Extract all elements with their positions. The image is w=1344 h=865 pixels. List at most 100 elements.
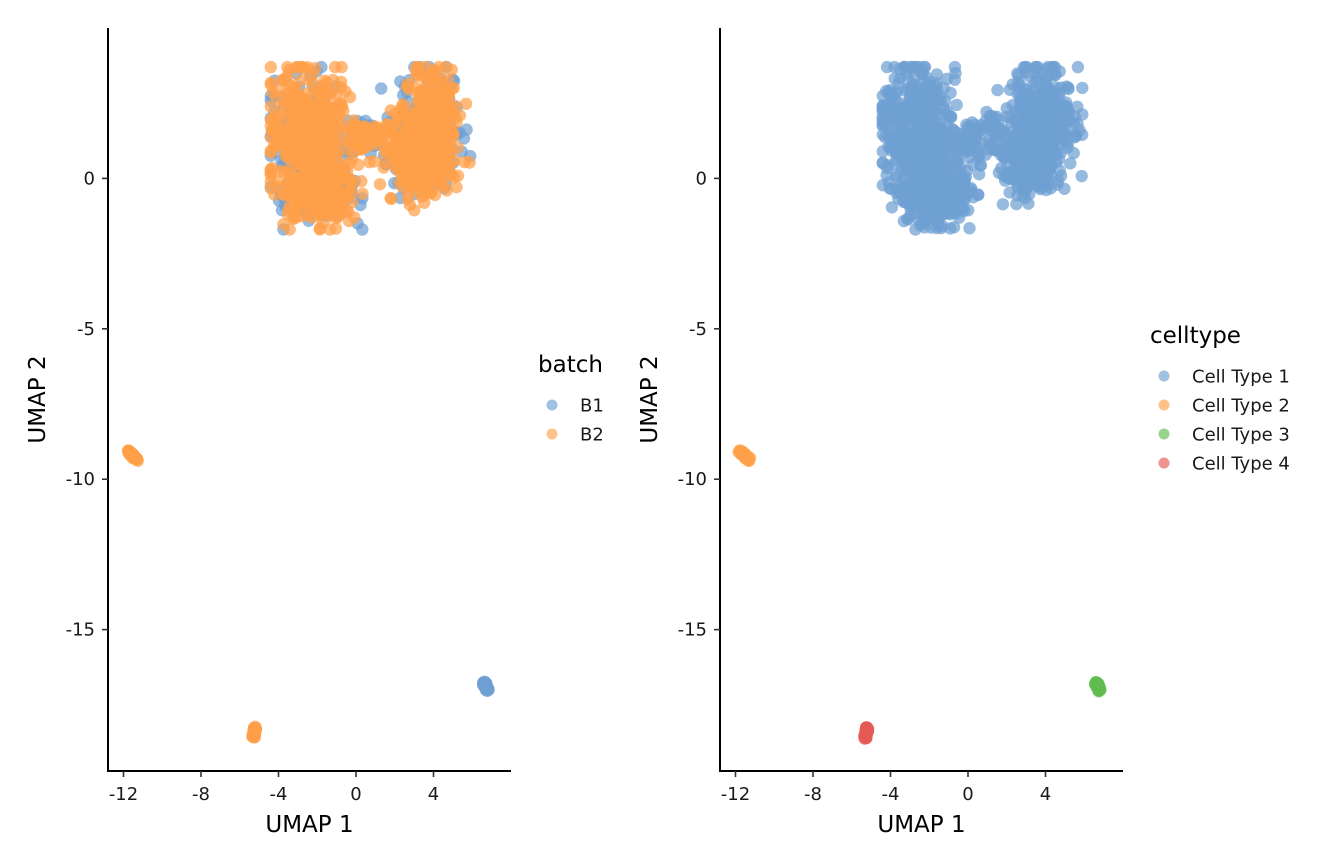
data-point [313,221,327,235]
data-point [436,179,449,192]
data-point [893,105,907,118]
data-point [330,169,343,183]
celltype-umap-panel: 0 -5 -10 -15 -12 -8 -4 0 4 UMAP 1 UMAP 2 celltype Ce… [637,28,1290,838]
x-tick-label: -4 [270,784,288,805]
data-point [963,222,976,235]
data-point [930,193,943,206]
data-point [445,101,458,114]
x-axis-title: UMAP 1 [265,812,353,838]
data-point [958,174,971,187]
data-point [335,60,348,74]
data-point [286,104,299,117]
legend-key [546,428,558,440]
data-point [264,100,277,113]
data-point [360,124,374,137]
data-point [450,180,463,194]
x-tick-label: 4 [1040,784,1051,805]
legend-key [1158,457,1170,469]
data-point [910,94,923,107]
data-point [396,168,410,182]
data-point [915,114,928,128]
data-point [294,74,307,87]
legend-key [546,399,558,411]
data-point [943,149,956,162]
x-tick-label: 4 [428,784,439,805]
data-point [962,144,975,157]
data-point [264,130,277,144]
data-point [318,171,331,184]
data-point [1071,100,1084,114]
x-tick-label: 0 [350,784,361,805]
data-point [373,178,387,191]
data-point [352,158,365,171]
data-point [272,111,285,124]
data-point [264,60,277,74]
data-point [1061,141,1074,154]
data-point [322,181,335,194]
data-point [966,158,979,172]
legend-title: batch [538,352,603,378]
data-point [283,199,296,212]
data-point [950,98,963,112]
data-point [1052,153,1066,166]
data-point [281,69,294,82]
data-point [907,81,920,94]
data-point [948,60,962,74]
y-tick-label: 0 [696,168,707,189]
data-point [301,87,314,100]
data-point [944,86,957,100]
data-point [305,211,319,224]
data-point [885,144,898,157]
data-point [915,147,929,160]
data-point [408,204,421,217]
data-point [903,128,916,141]
data-point [1011,135,1025,148]
legend-label: B1 [580,396,604,417]
data-point [410,60,423,74]
data-point [121,444,135,457]
data-point [423,135,436,148]
data-point [299,109,312,122]
data-point [343,90,357,104]
x-tick-label: 0 [962,784,973,805]
data-point [375,82,388,95]
data-point [881,106,894,120]
data-point [933,179,946,193]
x-tick-label: -4 [882,784,900,805]
scatter-points [121,60,495,744]
data-point [943,160,956,173]
data-point [960,130,973,143]
data-point [355,175,368,188]
data-point [317,111,330,124]
y-axis-title: UMAP 2 [637,355,663,443]
data-point [987,110,1000,124]
data-point [976,137,989,150]
y-tick-label: -10 [66,469,95,490]
data-point [426,165,440,178]
data-point [1041,60,1055,74]
data-point [959,191,972,204]
data-point [884,182,897,195]
data-point [384,192,398,206]
data-point [353,141,366,154]
data-point [356,187,369,200]
legend-label: Cell Type 4 [1192,454,1290,475]
data-point [436,85,449,99]
x-tick-label: -8 [192,784,210,805]
data-point [397,99,410,113]
legend-key [1158,428,1170,440]
data-point [403,180,416,193]
data-point [1025,91,1038,105]
data-point [861,723,874,736]
data-point [463,156,476,169]
data-point [944,111,957,125]
legend-key [1158,399,1170,411]
data-point [337,160,350,174]
data-point [940,72,954,86]
data-point [905,153,919,166]
data-point [1071,60,1085,74]
x-tick-label: -12 [109,784,138,805]
data-point [1025,148,1038,162]
data-point [948,195,962,208]
legend: batch B1 B2 [538,352,604,446]
